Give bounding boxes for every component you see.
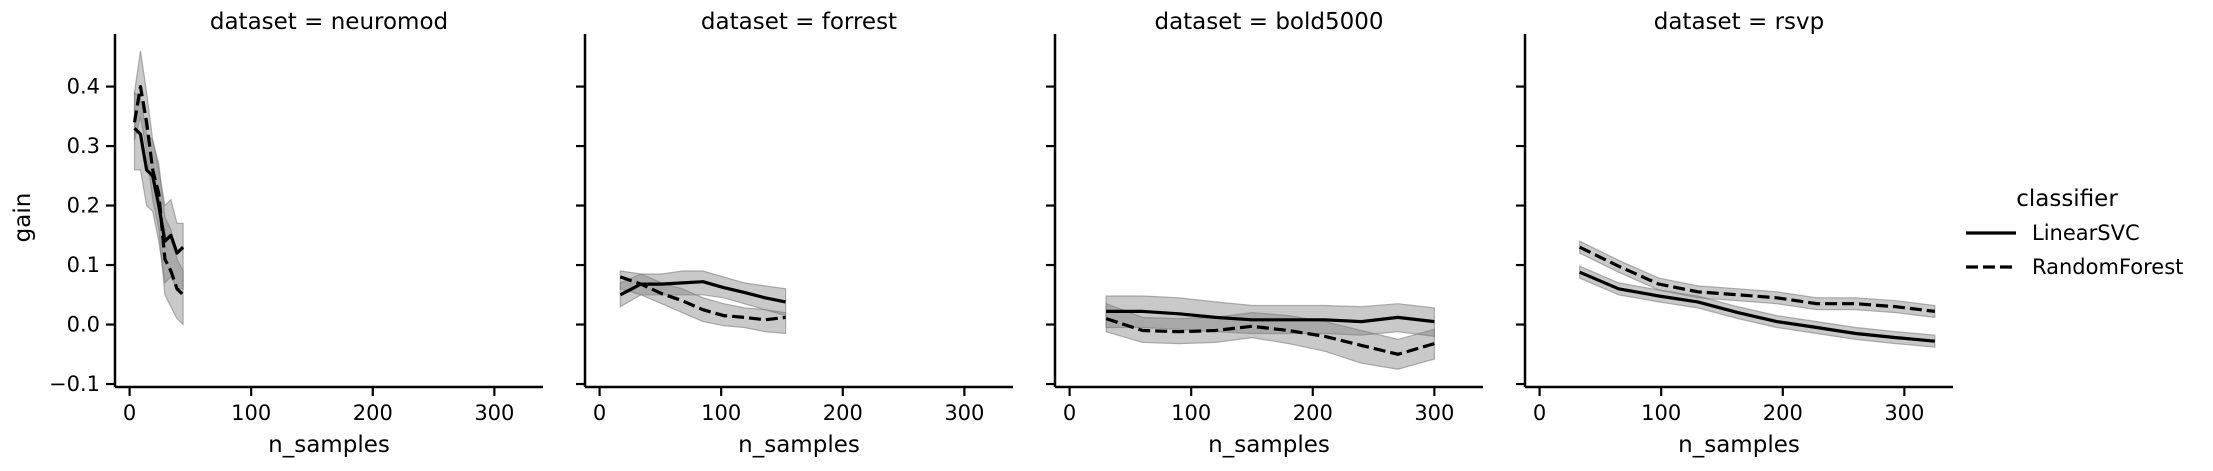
legend-label-linearsvc: LinearSVC xyxy=(2032,221,2140,245)
x-axis-label: n_samples xyxy=(1678,432,1800,458)
legend-title: classifier xyxy=(2016,186,2118,212)
x-axis-label: n_samples xyxy=(1208,432,1330,458)
x-tick-label: 200 xyxy=(1293,401,1333,425)
x-tick-label: 100 xyxy=(1171,401,1211,425)
x-axis-label: n_samples xyxy=(268,432,390,458)
x-tick-label: 100 xyxy=(1641,401,1681,425)
x-tick-label: 0 xyxy=(593,401,606,425)
facet-panel-2: dataset = bold5000 0 100 200 300 n_samples xyxy=(1046,9,1483,458)
x-tick-label: 100 xyxy=(701,401,741,425)
ci-band-randomforest xyxy=(1579,240,1936,319)
facet-panel-3: dataset = rsvp 0 100 200 300 n_samples xyxy=(1516,9,1953,458)
ci-band-randomforest xyxy=(1105,302,1435,370)
x-tick-label: 200 xyxy=(823,401,863,425)
series-line-randomforest xyxy=(619,275,786,322)
x-tick-label: 0 xyxy=(1063,401,1076,425)
panel-title: dataset = forrest xyxy=(701,9,897,35)
facet-panel-0: dataset = neuromod 0 100 200 300 −0.1 0.0 0.1 0.… xyxy=(10,9,543,458)
x-axis-label: n_samples xyxy=(738,432,860,458)
facet-panel-1: dataset = forrest 0 100 200 300 n_samples xyxy=(576,9,1013,458)
x-tick-label: 100 xyxy=(231,401,271,425)
y-tick-label: 0.2 xyxy=(67,194,100,218)
series-line-randomforest xyxy=(132,84,185,296)
series-line-randomforest xyxy=(1105,317,1435,356)
legend: classifier LinearSVC RandomForest xyxy=(1966,186,2183,279)
legend-label-randomforest: RandomForest xyxy=(2032,255,2183,279)
x-tick-label: 0 xyxy=(1533,401,1546,425)
y-tick-label: 0.3 xyxy=(67,134,100,158)
panel-title: dataset = bold5000 xyxy=(1154,9,1383,35)
x-tick-label: 0 xyxy=(123,401,136,425)
ci-band-linearsvc xyxy=(1579,265,1936,348)
series-line-linearsvc xyxy=(1106,309,1435,324)
y-tick-label: 0.0 xyxy=(67,313,100,337)
panel-title: dataset = rsvp xyxy=(1654,9,1825,35)
x-tick-label: 200 xyxy=(1763,401,1803,425)
series-line-linearsvc xyxy=(1579,270,1935,343)
y-axis-label: gain xyxy=(10,193,36,243)
x-tick-label: 300 xyxy=(1884,401,1924,425)
series-line-linearsvc xyxy=(619,280,786,304)
x-tick-label: 200 xyxy=(353,401,393,425)
x-tick-label: 300 xyxy=(944,401,984,425)
ci-band-randomforest xyxy=(619,270,787,335)
panel-title: dataset = neuromod xyxy=(210,9,448,35)
y-tick-label: 0.4 xyxy=(67,75,100,99)
x-tick-label: 300 xyxy=(474,401,514,425)
y-tick-label: −0.1 xyxy=(49,372,100,396)
x-tick-label: 300 xyxy=(1414,401,1454,425)
y-tick-label: 0.1 xyxy=(67,253,100,277)
